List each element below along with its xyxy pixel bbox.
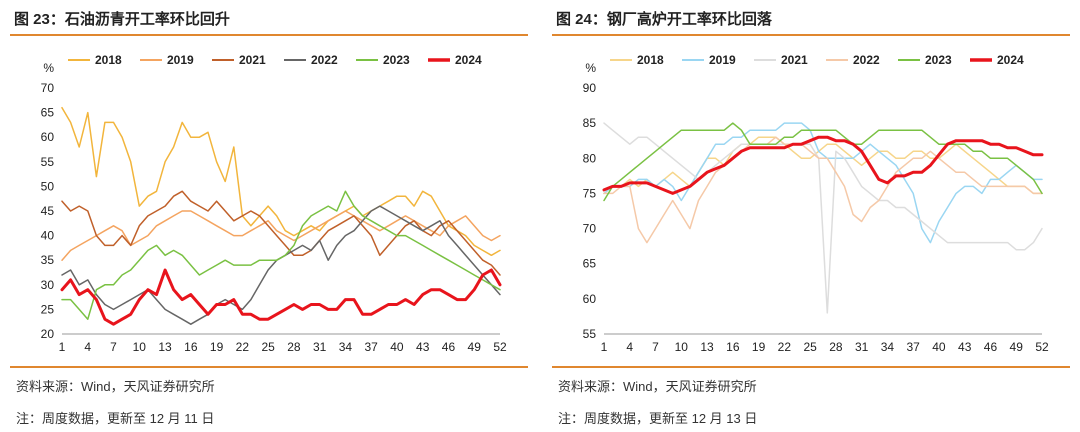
unit-label: % — [43, 61, 54, 75]
legend-label-2024: 2024 — [455, 53, 482, 67]
y-tick-label: 40 — [41, 229, 55, 243]
y-tick-label: 35 — [41, 253, 55, 267]
x-tick-label: 1 — [59, 340, 66, 354]
series-line-2018 — [61, 106, 501, 257]
legend-label-2022: 2022 — [311, 53, 338, 67]
chart-blast-furnace-operating-rate: 2018 2019 2021 2022 2023 2024% 55 60 65 70 75 80 85 9… — [583, 53, 1049, 354]
y-tick-label: 70 — [583, 222, 597, 236]
title-rule — [552, 34, 1070, 36]
x-tick-label: 34 — [881, 340, 895, 354]
x-tick-label: 22 — [778, 340, 792, 354]
update-note: 注：周度数据，更新至 12 月 11 日 — [16, 411, 215, 426]
update-note: 注：周度数据，更新至 12 月 13 日 — [558, 411, 758, 426]
source-note: 资料来源：Wind，天风证券研究所 — [16, 379, 215, 394]
x-tick-label: 37 — [906, 340, 920, 354]
footer-rule — [552, 366, 1070, 368]
y-tick-label: 50 — [41, 179, 55, 193]
x-tick-label: 16 — [184, 340, 198, 354]
series-line-2023 — [61, 190, 501, 320]
legend-label-2023: 2023 — [925, 53, 952, 67]
unit-label: % — [585, 61, 596, 75]
y-tick-label: 20 — [41, 327, 55, 341]
x-tick-label: 4 — [626, 340, 633, 354]
legend-label-2024: 2024 — [997, 53, 1024, 67]
x-tick-label: 16 — [726, 340, 740, 354]
source-note: 资料来源：Wind，天风证券研究所 — [558, 379, 757, 394]
series-line-2021 — [603, 122, 1043, 314]
x-tick-label: 13 — [158, 340, 172, 354]
chart-title: 图 24：钢厂高炉开工率环比回落 — [556, 11, 772, 28]
series-line-2024 — [602, 135, 1044, 195]
y-tick-label: 60 — [583, 292, 597, 306]
x-tick-label: 37 — [364, 340, 378, 354]
panel-chart-23: 图 23：石油沥青开工率环比回升 2018 2019 2021 2022 2023 202… — [10, 0, 538, 432]
x-tick-label: 25 — [803, 340, 817, 354]
series-line-2023 — [603, 122, 1043, 202]
y-tick-label: 55 — [41, 155, 55, 169]
x-tick-label: 43 — [416, 340, 430, 354]
x-tick-label: 19 — [752, 340, 766, 354]
y-tick-label: 75 — [583, 186, 597, 200]
legend-label-2018: 2018 — [637, 53, 664, 67]
y-tick-label: 80 — [583, 151, 597, 165]
x-tick-label: 52 — [493, 340, 507, 354]
series-line-2022 — [603, 136, 1043, 244]
legend-label-2019: 2019 — [709, 53, 736, 67]
y-tick-label: 55 — [583, 327, 597, 341]
x-tick-label: 22 — [236, 340, 250, 354]
x-tick-label: 52 — [1035, 340, 1049, 354]
x-tick-label: 46 — [442, 340, 456, 354]
x-tick-label: 28 — [829, 340, 843, 354]
x-tick-label: 7 — [652, 340, 659, 354]
x-tick-label: 19 — [210, 340, 224, 354]
series-line-2018 — [603, 136, 1043, 195]
x-tick-label: 49 — [1010, 340, 1024, 354]
x-tick-label: 40 — [390, 340, 404, 354]
x-tick-label: 25 — [261, 340, 275, 354]
title-rule — [10, 34, 528, 36]
y-tick-label: 70 — [41, 81, 55, 95]
x-tick-label: 34 — [339, 340, 353, 354]
series-line-2019 — [603, 122, 1043, 244]
x-tick-label: 4 — [84, 340, 91, 354]
y-tick-label: 85 — [583, 116, 597, 130]
legend-label-2021: 2021 — [239, 53, 266, 67]
x-tick-label: 40 — [932, 340, 946, 354]
chart-asphalt-operating-rate: 2018 2019 2021 2022 2023 2024% 20 25 30 35 40 45 50 5… — [41, 53, 507, 354]
legend-label-2018: 2018 — [95, 53, 122, 67]
y-tick-label: 25 — [41, 302, 55, 316]
legend-label-2019: 2019 — [167, 53, 194, 67]
x-tick-label: 31 — [313, 340, 327, 354]
legend-label-2021: 2021 — [781, 53, 808, 67]
x-tick-label: 43 — [958, 340, 972, 354]
panel-chart-24: 图 24：钢厂高炉开工率环比回落 2018 2019 2021 2022 2023 202… — [552, 0, 1080, 432]
series-line-2024 — [60, 268, 502, 326]
x-tick-label: 31 — [855, 340, 869, 354]
series-line-2021 — [61, 190, 501, 276]
legend-label-2022: 2022 — [853, 53, 880, 67]
chart-title: 图 23：石油沥青开工率环比回升 — [14, 11, 230, 28]
y-tick-label: 60 — [41, 130, 55, 144]
x-tick-label: 13 — [700, 340, 714, 354]
y-tick-label: 65 — [41, 106, 55, 120]
x-tick-label: 7 — [110, 340, 117, 354]
x-tick-label: 46 — [984, 340, 998, 354]
x-tick-label: 28 — [287, 340, 301, 354]
y-tick-label: 30 — [41, 278, 55, 292]
x-tick-label: 10 — [133, 340, 147, 354]
x-tick-label: 1 — [601, 340, 608, 354]
footer-rule — [10, 366, 528, 368]
y-tick-label: 65 — [583, 257, 597, 271]
x-tick-label: 49 — [468, 340, 482, 354]
legend-label-2023: 2023 — [383, 53, 410, 67]
y-tick-label: 45 — [41, 204, 55, 218]
y-tick-label: 90 — [583, 81, 597, 95]
x-tick-label: 10 — [675, 340, 689, 354]
